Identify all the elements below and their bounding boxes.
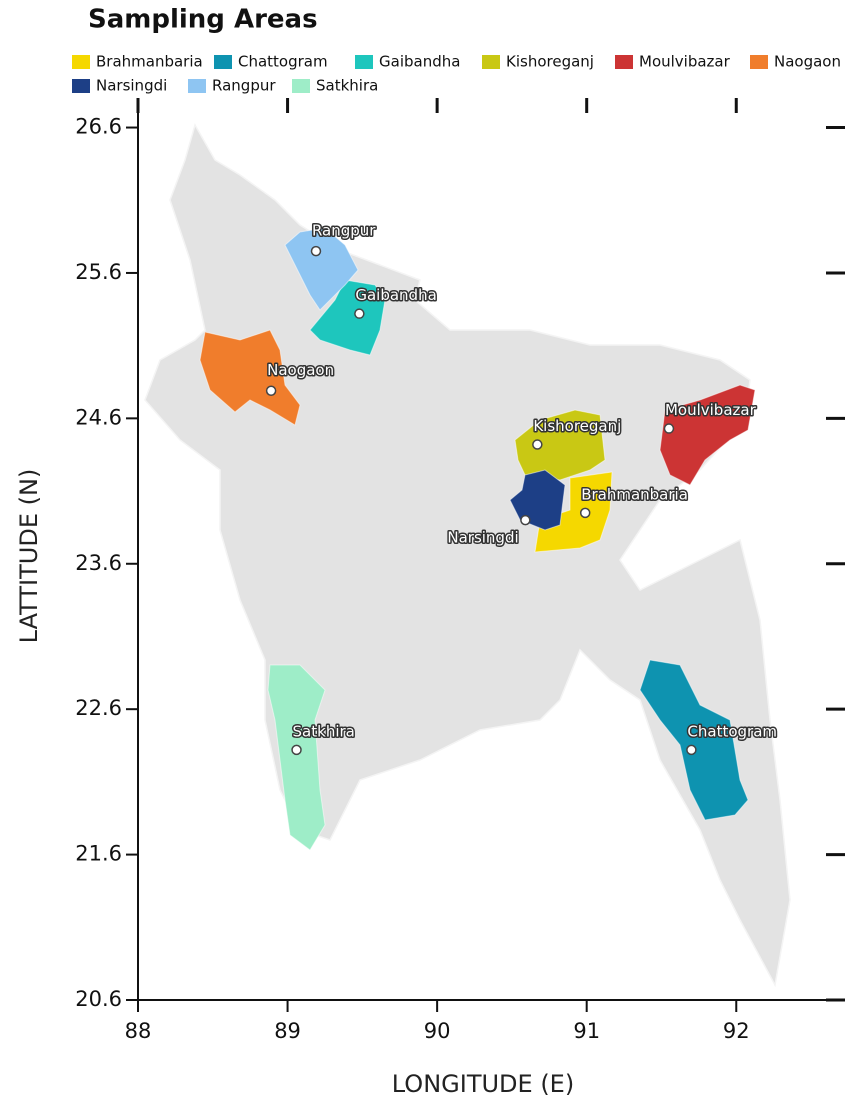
site-marker	[532, 439, 543, 450]
district	[514, 409, 606, 481]
x-tick-label: 91	[573, 1019, 600, 1043]
legend-label: Gaibandha	[379, 53, 460, 71]
district	[267, 664, 326, 851]
legend-label: Narsingdi	[96, 77, 167, 95]
legend-swatch	[188, 79, 206, 93]
site-label: Rangpur	[312, 222, 376, 240]
y-tick-label: 22.6	[75, 696, 122, 720]
district	[199, 329, 301, 426]
legend-swatch	[750, 55, 768, 69]
y-tick-label: 26.6	[75, 115, 122, 139]
legend-swatch	[355, 55, 373, 69]
legend-label: Chattogram	[238, 53, 328, 71]
site-marker	[686, 744, 697, 756]
legend-label: Satkhira	[316, 77, 378, 95]
y-tick-label: 21.6	[75, 842, 122, 866]
legend-label: Naogaon	[774, 53, 841, 71]
legend-swatch	[214, 55, 232, 69]
x-tick-label: 92	[723, 1019, 750, 1043]
site-marker	[354, 308, 365, 319]
site-marker	[663, 423, 675, 434]
district	[284, 227, 359, 311]
site-label: Kishoreganj	[533, 417, 621, 435]
district	[639, 659, 749, 821]
y-tick-label: 20.6	[75, 987, 122, 1011]
district	[509, 469, 566, 531]
country-outline	[144, 123, 791, 988]
y-axis-label: LATTITUDE (N)	[15, 469, 43, 644]
legend-swatch	[72, 55, 90, 69]
x-tick-label: 88	[125, 1019, 152, 1043]
legend-swatch	[615, 55, 633, 69]
x-tick-label: 90	[424, 1019, 451, 1043]
y-tick-label: 23.6	[75, 551, 122, 575]
legend-swatch	[72, 79, 90, 93]
site-label: Brahmanbaria	[581, 485, 688, 503]
site-label: Naogaon	[267, 361, 334, 379]
site-marker	[579, 507, 591, 519]
site-label: Satkhira	[293, 722, 355, 740]
legend-label: Brahmanbaria	[96, 53, 203, 71]
site-label: Narsingdi	[447, 529, 518, 547]
site-marker	[310, 245, 322, 257]
site-marker	[520, 514, 531, 526]
site-marker	[265, 385, 277, 396]
district	[309, 279, 386, 356]
chart-title: Sampling Areas	[88, 5, 318, 35]
site-label: Chattogram	[687, 722, 777, 740]
site-marker	[291, 744, 302, 756]
y-tick-label: 25.6	[75, 260, 122, 284]
legend-swatch	[292, 79, 310, 93]
site-label: Gaibandha	[355, 286, 436, 304]
x-axis-label: LONGITUDE (E)	[392, 1070, 574, 1098]
legend-label: Rangpur	[212, 77, 276, 95]
district	[659, 384, 756, 486]
legend-label: Kishoreganj	[506, 53, 594, 71]
x-tick-label: 89	[274, 1019, 301, 1043]
site-label: Moulvibazar	[665, 401, 757, 419]
legend-label: Moulvibazar	[639, 53, 731, 71]
legend-swatch	[482, 55, 500, 69]
y-tick-label: 24.6	[75, 405, 122, 429]
